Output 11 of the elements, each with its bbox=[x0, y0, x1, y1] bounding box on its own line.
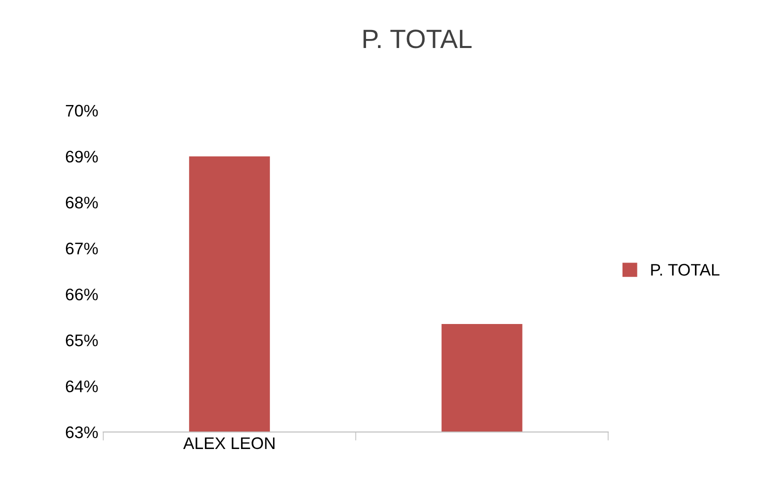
y-tick-label: 70% bbox=[66, 104, 98, 117]
y-tick-label: 67% bbox=[66, 242, 98, 254]
y-tick-label: 64% bbox=[66, 380, 98, 392]
chart-title: P. TOTAL bbox=[364, 30, 472, 48]
y-tick-label: 69% bbox=[66, 150, 98, 163]
y-tick-label: 68% bbox=[66, 196, 98, 208]
y-tick-label: 66% bbox=[66, 288, 98, 300]
legend-label: P. TOTAL bbox=[651, 264, 720, 276]
x-tick-label: ALEX LEON bbox=[183, 437, 274, 450]
y-tick-label: 65% bbox=[66, 334, 98, 346]
y-tick-label: 63% bbox=[66, 426, 98, 438]
